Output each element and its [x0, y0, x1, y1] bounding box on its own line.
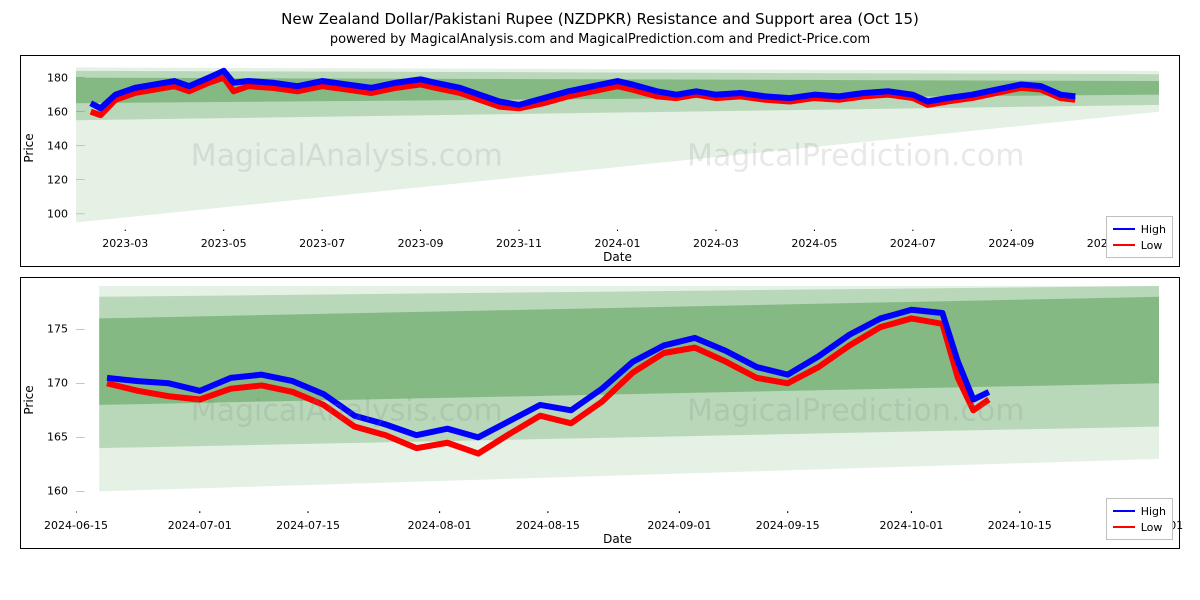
- legend-top: High Low: [1106, 216, 1173, 258]
- y-tick-label: 165: [47, 431, 68, 444]
- x-tick-label: 2023-11: [496, 237, 542, 250]
- y-tick-label: 160: [47, 485, 68, 498]
- y-tick-label: 120: [47, 173, 68, 186]
- y-tick-label: 180: [47, 71, 68, 84]
- x-axis-label-bottom: Date: [603, 532, 632, 546]
- chart-panel-bottom: Price 160 165 170 175 MagicalAnalysis.comMa…: [20, 277, 1180, 549]
- x-axis-top: Date 2023-03 2023-05 2023-07 2023-09 2023-11…: [76, 231, 1159, 266]
- y-tick-label: 140: [47, 139, 68, 152]
- y-axis-bottom: Price 160 165 170 175: [21, 286, 76, 513]
- legend-swatch: [1113, 526, 1135, 528]
- x-tick-label: 2024-07-15: [276, 519, 340, 532]
- x-tick-label: 2023-09: [398, 237, 444, 250]
- x-tick-label: 2024-10-15: [988, 519, 1052, 532]
- legend-item: High: [1113, 221, 1166, 237]
- legend-label: Low: [1141, 521, 1163, 534]
- x-axis-label-top: Date: [603, 250, 632, 264]
- x-tick-label: 2024-07: [890, 237, 936, 250]
- y-axis-label-bottom: Price: [22, 385, 36, 414]
- x-tick-label: 2024-05: [791, 237, 837, 250]
- legend-item: Low: [1113, 519, 1166, 535]
- legend-swatch: [1113, 244, 1135, 246]
- legend-item: High: [1113, 503, 1166, 519]
- x-tick-label: 2024-08-15: [516, 519, 580, 532]
- x-axis-bottom: Date 2024-06-152024-07-012024-07-152024-…: [76, 513, 1159, 548]
- x-tick-label: 2024-06-15: [44, 519, 108, 532]
- x-tick-label: 2024-09: [988, 237, 1034, 250]
- chart-subtitle: powered by MagicalAnalysis.com and Magic…: [20, 32, 1180, 47]
- plot-svg-bottom: [76, 286, 1159, 513]
- x-tick-label: 2023-07: [299, 237, 345, 250]
- y-tick-label: 100: [47, 207, 68, 220]
- plot-svg-top: [76, 64, 1159, 231]
- plot-area-top: MagicalAnalysis.comMagicalPrediction.com: [76, 64, 1159, 231]
- chart-title: New Zealand Dollar/Pakistani Rupee (NZDP…: [20, 10, 1180, 28]
- x-tick-label: 2024-07-01: [168, 519, 232, 532]
- legend-label: High: [1141, 505, 1166, 518]
- chart-panel-top: Price 100 120 140 160 180 MagicalAnalysis.co…: [20, 55, 1180, 267]
- x-tick-label: 2023-03: [102, 237, 148, 250]
- x-tick-label: 2024-03: [693, 237, 739, 250]
- y-tick-label: 175: [47, 323, 68, 336]
- legend-item: Low: [1113, 237, 1166, 253]
- x-tick-label: 2023-05: [201, 237, 247, 250]
- x-tick-label: 2024-01: [595, 237, 641, 250]
- x-tick-label: 2024-09-15: [756, 519, 820, 532]
- legend-swatch: [1113, 510, 1135, 512]
- legend-bottom: High Low: [1106, 498, 1173, 540]
- legend-swatch: [1113, 228, 1135, 230]
- x-tick-label: 2024-09-01: [647, 519, 711, 532]
- y-axis-top: Price 100 120 140 160 180: [21, 64, 76, 231]
- x-tick-label: 2024-08-01: [408, 519, 472, 532]
- legend-label: Low: [1141, 239, 1163, 252]
- x-tick-label: 2024-10-01: [879, 519, 943, 532]
- y-tick-label: 170: [47, 377, 68, 390]
- y-axis-label-top: Price: [22, 133, 36, 162]
- plot-area-bottom: MagicalAnalysis.comMagicalPrediction.com: [76, 286, 1159, 513]
- y-tick-label: 160: [47, 105, 68, 118]
- legend-label: High: [1141, 223, 1166, 236]
